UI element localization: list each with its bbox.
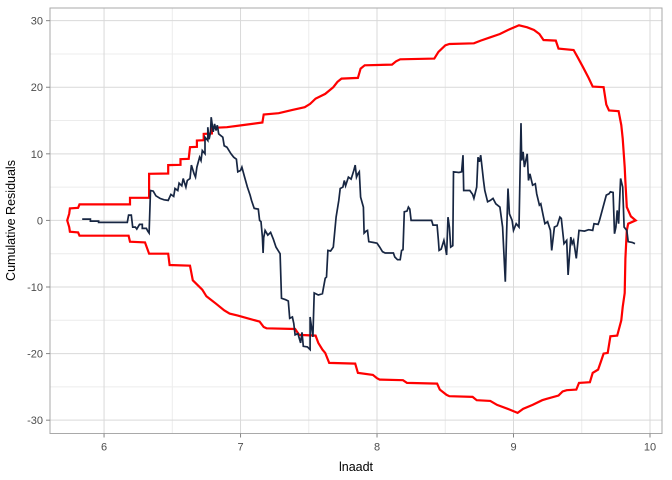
y-axis-tick-labels: -30 -20 -10 0 10 20 30 <box>27 16 43 428</box>
y-axis-title: Cumulative Residuals <box>4 160 18 281</box>
y-tick-label: 20 <box>31 82 43 94</box>
y-tick-label: -30 <box>27 415 43 427</box>
major-gridlines <box>50 8 662 434</box>
axis-tick-marks <box>46 20 651 438</box>
observed-cumulative-residuals-line <box>82 117 636 352</box>
y-tick-label: 0 <box>37 215 43 227</box>
y-tick-label: 10 <box>31 149 43 161</box>
y-tick-label: -20 <box>27 349 43 361</box>
x-tick-label: 9 <box>510 442 516 454</box>
simulation-envelope-line <box>66 24 638 415</box>
x-tick-label: 7 <box>237 442 243 454</box>
x-tick-label: 8 <box>374 442 380 454</box>
x-tick-label: 6 <box>101 442 107 454</box>
x-axis-tick-labels: 6 7 8 9 10 <box>101 442 656 454</box>
data-series <box>66 24 638 415</box>
y-tick-label: -10 <box>27 282 43 294</box>
y-tick-label: 30 <box>31 16 43 28</box>
x-axis-title: lnaadt <box>339 460 374 474</box>
x-tick-label: 10 <box>644 442 656 454</box>
